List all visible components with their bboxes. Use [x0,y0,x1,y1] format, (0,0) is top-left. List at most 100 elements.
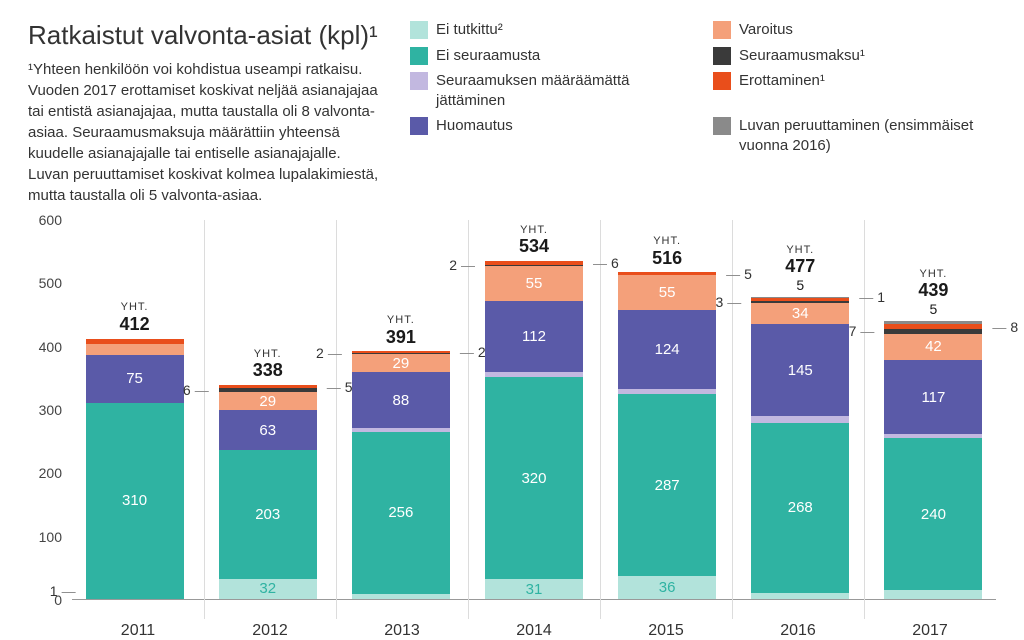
segment-varoitus: 34 [751,303,849,325]
legend-label: Varoitus [739,20,793,40]
legend-label: Huomautus [436,116,513,136]
legend-item: Ei tutkittu² [410,20,693,40]
segment-varoitus: 29 [219,392,317,410]
x-label: 2012 [204,622,336,640]
segment-ei_seur: 256 [352,432,450,594]
side-annotation: 3 [715,294,751,310]
legend-swatch [410,117,428,135]
segment-ei_tutkittu [884,590,982,599]
legend-swatch [410,21,428,39]
plot-area: YHT.412310751YHT.33832203632965YHT.39125… [72,220,996,600]
bar-group: YHT.51636287124555 [605,235,730,599]
column-separator [468,220,469,619]
legend-swatch [410,47,428,65]
footnote-text: ¹Yhteen henkilöön voi kohdistua useampi … [28,59,380,206]
legend-swatch [713,21,731,39]
chart-title: Ratkaistut valvonta-asiat (kpl)¹ [28,20,380,51]
legend-label: Seuraamusmaksu¹ [739,46,865,66]
bar-group: YHT.338 32203632965 [205,348,330,599]
segment-ei_tutkittu: 32 [219,579,317,599]
y-tick: 100 [39,529,62,545]
segment-maar_jatt [751,416,849,423]
legend-item: Seuraamuksen määräämättä jättäminen [410,71,693,110]
x-label: 2015 [600,622,732,640]
side-annotation: 2 [449,257,485,273]
y-axis: 0100200300400500600 [28,220,68,600]
bar-stack: 313201125526 [485,261,583,599]
bar-group: YHT.412 310751 [72,301,197,599]
side-annotation: 6 [183,382,219,398]
segment-ei_seur: 203 [219,450,317,579]
y-tick: 200 [39,465,62,481]
segment-ei_tutkittu [751,593,849,599]
bar-group: YHT.391 256882922 [338,314,463,599]
legend-item: Erottaminen¹ [713,71,996,110]
bar-stack: 36287124555 [618,272,716,599]
segment-huomautus: 63 [219,410,317,450]
segment-varoitus: 55 [618,275,716,310]
bar-stack: 2681453431 [751,297,849,599]
segment-huomautus: 88 [352,372,450,428]
side-annotation: 1 [50,583,86,599]
segment-ei_tutkittu [352,594,450,599]
y-tick: 400 [39,339,62,355]
legend-label: Luvan peruuttaminen (ensimmäiset vuonna … [739,116,996,155]
bar-total: YHT.412 [120,301,150,334]
bar-stack: 256882922 [352,351,450,599]
segment-huomautus: 75 [86,355,184,403]
legend-item: Seuraamusmaksu¹ [713,46,996,66]
segment-ei_seur: 240 [884,438,982,590]
side-annotation: 2 [316,345,352,361]
legend-item: Ei seuraamusta [410,46,693,66]
bar-total: YHT.391 [386,314,416,347]
segment-huomautus: 117 [884,360,982,434]
segment-huomautus: 112 [485,301,583,372]
chart-area: 0100200300400500600 YHT.412310751YHT.338… [28,220,996,620]
segment-varoitus: 42 [884,334,982,361]
x-label: 2011 [72,622,204,640]
x-label: 2017 [864,622,996,640]
legend-label: Seuraamuksen määräämättä jättäminen [436,71,693,110]
legend-item: Varoitus [713,20,996,40]
side-annotation: 8 [982,319,1018,335]
legend: Ei tutkittu² Varoitus Ei seuraamusta Seuraa… [410,20,996,206]
legend-swatch [410,72,428,90]
side-annotation: 7 [849,323,885,339]
legend-swatch [713,47,731,65]
segment-ei_tutkittu: 36 [618,576,716,599]
x-label: 2014 [468,622,600,640]
legend-item: Huomautus [410,116,693,155]
y-tick: 500 [39,275,62,291]
legend-label: Ei tutkittu² [436,20,503,40]
bar-group: YHT.4775 2681453431 [738,244,863,599]
segment-varoitus: 55 [485,266,583,301]
bar-group: YHT.534 313201125526 [471,224,596,599]
segment-ei_seur: 268 [751,423,849,593]
segment-varoitus [86,344,184,355]
segment-huomautus: 145 [751,324,849,416]
bar-total: YHT.4775 [785,244,815,293]
y-tick: 600 [39,212,62,228]
segment-huomautus: 124 [618,310,716,389]
segment-ei_seur: 320 [485,377,583,580]
bar-stack: 2401174278 [884,321,982,599]
title-block: Ratkaistut valvonta-asiat (kpl)¹ ¹Yhteen… [28,20,380,206]
legend-item: Luvan peruuttaminen (ensimmäiset vuonna … [713,116,996,155]
y-tick: 300 [39,402,62,418]
bar-total: YHT.338 [253,348,283,381]
legend-label: Erottaminen¹ [739,71,825,91]
segment-ei_tutkittu: 31 [485,579,583,599]
column-separator [336,220,337,619]
segment-ei_seur: 310 [86,403,184,599]
column-separator [600,220,601,619]
column-separator [864,220,865,619]
segment-varoitus: 29 [352,354,450,372]
legend-swatch [713,72,731,90]
bar-total: YHT.4395 [918,268,948,317]
x-label: 2013 [336,622,468,640]
bar-group: YHT.4395 2401174278 [871,268,996,599]
bar-stack: 32203632965 [219,385,317,599]
bar-stack: 310751 [86,339,184,599]
bar-total: YHT.534 [519,224,549,257]
legend-label: Ei seuraamusta [436,46,540,66]
